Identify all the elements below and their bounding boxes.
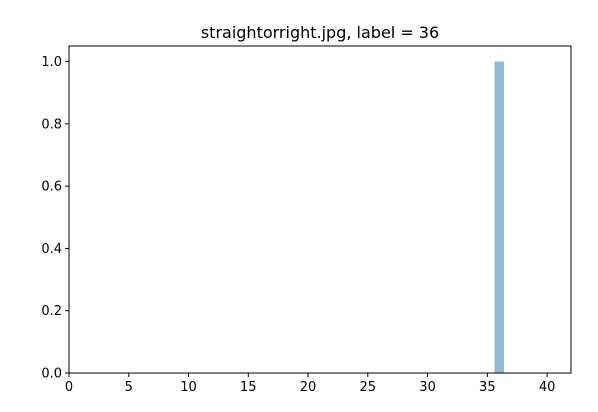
y-tick-label: 0.2 bbox=[41, 304, 62, 319]
y-tick-label: 0.4 bbox=[41, 242, 62, 257]
x-tick-label: 35 bbox=[479, 380, 496, 395]
x-tick-label: 20 bbox=[300, 380, 317, 395]
plot-frame bbox=[68, 45, 572, 374]
x-tick-label: 0 bbox=[65, 380, 73, 395]
bar-0 bbox=[494, 61, 505, 373]
x-tick-label: 5 bbox=[125, 380, 133, 395]
bars-layer bbox=[494, 61, 505, 373]
x-tick-label: 25 bbox=[360, 380, 377, 395]
chart-title: straightorright.jpg, label = 36 bbox=[201, 23, 439, 42]
x-tick-label: 30 bbox=[419, 380, 436, 395]
y-tick-label: 0.6 bbox=[41, 180, 62, 195]
x-tick-label: 15 bbox=[240, 380, 257, 395]
y-tick-label: 1.0 bbox=[41, 55, 62, 70]
axes-layer: 0 5 10 15 20 25 30 35 40 0.0 0.2 0.4 0.6 0.8 1.0 bbox=[41, 45, 572, 395]
x-tick-label: 10 bbox=[180, 380, 197, 395]
y-tick-label: 0.0 bbox=[41, 367, 62, 382]
x-tick-label: 40 bbox=[539, 380, 556, 395]
y-tick-label: 0.8 bbox=[41, 117, 62, 132]
